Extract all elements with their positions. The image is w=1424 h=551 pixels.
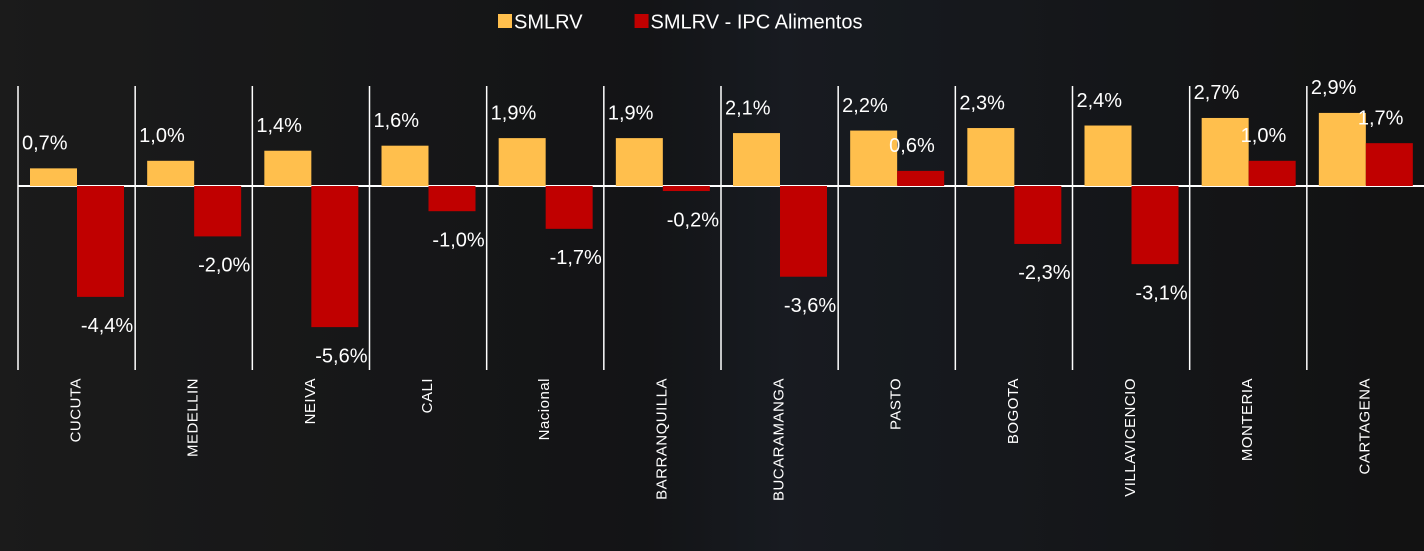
bar <box>499 138 546 186</box>
x-tick-label: CUCUTA <box>68 378 85 442</box>
x-tick-label: VILLAVICENCIO <box>1122 378 1139 497</box>
legend-swatch <box>498 14 512 28</box>
bar <box>264 151 311 186</box>
bar <box>1085 126 1132 186</box>
bar <box>382 146 429 186</box>
bar <box>1366 143 1413 186</box>
data-label: -5,6% <box>315 345 367 367</box>
bar <box>663 186 710 191</box>
data-label: -0,2% <box>667 209 719 231</box>
x-tick-label: NEIVA <box>302 378 319 424</box>
data-label: -1,0% <box>432 229 484 251</box>
data-label: 1,7% <box>1358 107 1404 129</box>
data-label: 1,9% <box>491 102 537 124</box>
data-label: -3,1% <box>1135 282 1187 304</box>
bar <box>194 186 241 236</box>
bar <box>616 138 663 186</box>
data-label: 1,6% <box>374 110 420 132</box>
data-label: 2,9% <box>1311 77 1357 99</box>
bar <box>77 186 124 297</box>
data-label: -1,7% <box>550 247 602 269</box>
bar <box>1014 186 1061 244</box>
data-label: 1,0% <box>1241 125 1287 147</box>
data-label: 2,3% <box>959 92 1005 114</box>
x-tick-label: MEDELLIN <box>185 378 202 457</box>
data-label: -3,6% <box>784 295 836 317</box>
x-tick-label: BUCARAMANGA <box>771 378 788 501</box>
data-label: 1,9% <box>608 102 654 124</box>
bar <box>546 186 593 229</box>
data-label: 1,4% <box>256 115 302 137</box>
x-tick-label: BOGOTA <box>1005 378 1022 444</box>
data-label: 2,4% <box>1077 90 1123 112</box>
x-tick-label: BARRANQUILLA <box>653 378 670 500</box>
x-tick-label: MONTERIA <box>1239 378 1256 461</box>
legend-swatch <box>635 14 649 28</box>
bar <box>780 186 827 277</box>
legend-label: SMLRV <box>514 11 583 33</box>
bar <box>733 133 780 186</box>
data-label: 0,7% <box>22 133 68 155</box>
bar <box>311 186 358 327</box>
data-label: 2,2% <box>842 95 888 117</box>
data-label: -2,0% <box>198 255 250 277</box>
data-label: -2,3% <box>1018 262 1070 284</box>
x-tick-label: CALI <box>419 378 436 413</box>
data-label: 2,1% <box>725 97 771 119</box>
bar <box>1249 161 1296 186</box>
data-label: 0,6% <box>889 135 935 157</box>
legend: SMLRV SMLRV - IPC Alimentos <box>498 11 862 33</box>
bar <box>897 171 944 186</box>
bar <box>1132 186 1179 264</box>
x-tick-label: PASTO <box>888 378 905 430</box>
legend-label: SMLRV - IPC Alimentos <box>651 11 863 33</box>
data-label: 2,7% <box>1194 82 1240 104</box>
chart: SMLRV SMLRV - IPC Alimentos CUCUTA 0,7% -4,… <box>0 0 1424 551</box>
bar <box>967 128 1014 186</box>
bar <box>429 186 476 211</box>
bar <box>147 161 194 186</box>
x-tick-label: CARTAGENA <box>1356 378 1373 474</box>
data-label: 1,0% <box>139 125 185 147</box>
bar <box>30 168 77 186</box>
x-tick-label: Nacional <box>536 378 553 440</box>
data-label: -4,4% <box>81 315 133 337</box>
